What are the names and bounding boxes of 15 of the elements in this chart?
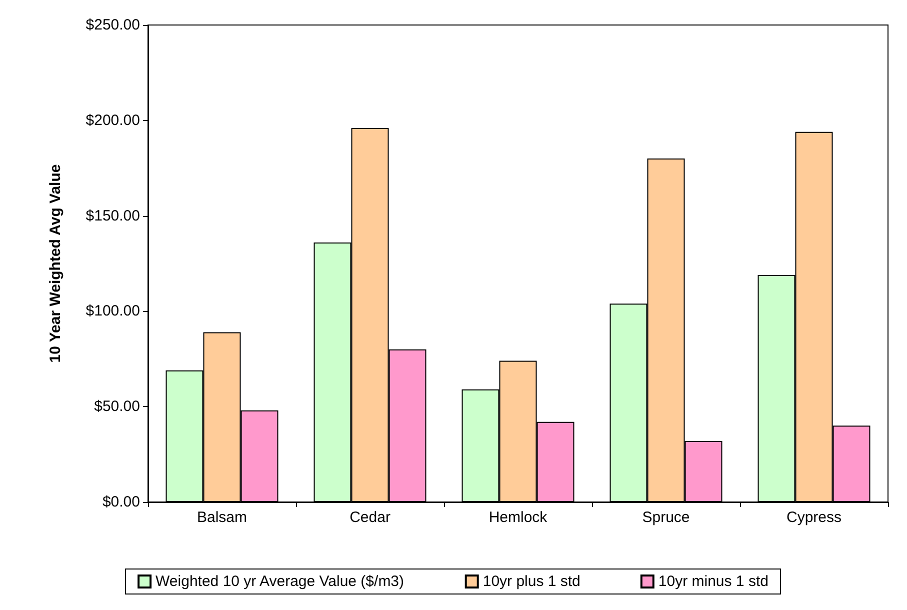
legend-label: 10yr minus 1 std: [658, 573, 768, 590]
y-tick-label: $250.00: [86, 16, 140, 34]
legend-label: Weighted 10 yr Average Value ($/m3): [156, 573, 404, 590]
x-tick-label: Hemlock: [488, 509, 548, 526]
y-axis-title: 10 Year Weighted Avg Value: [47, 164, 64, 363]
x-tick-label: Balsam: [196, 509, 248, 526]
x-tick-label: Spruce: [642, 509, 690, 526]
legend-label: 10yr plus 1 std: [482, 573, 580, 590]
y-tick-label: $150.00: [86, 207, 140, 224]
y-tick-label: $200.00: [86, 112, 140, 129]
y-tick-label: $100.00: [86, 302, 140, 320]
y-tick-label: $50.00: [94, 398, 140, 416]
x-tick-label: Cedar: [350, 509, 390, 526]
x-tick-label: Cypress: [786, 509, 842, 526]
y-tick-label: $0.00: [102, 494, 140, 510]
